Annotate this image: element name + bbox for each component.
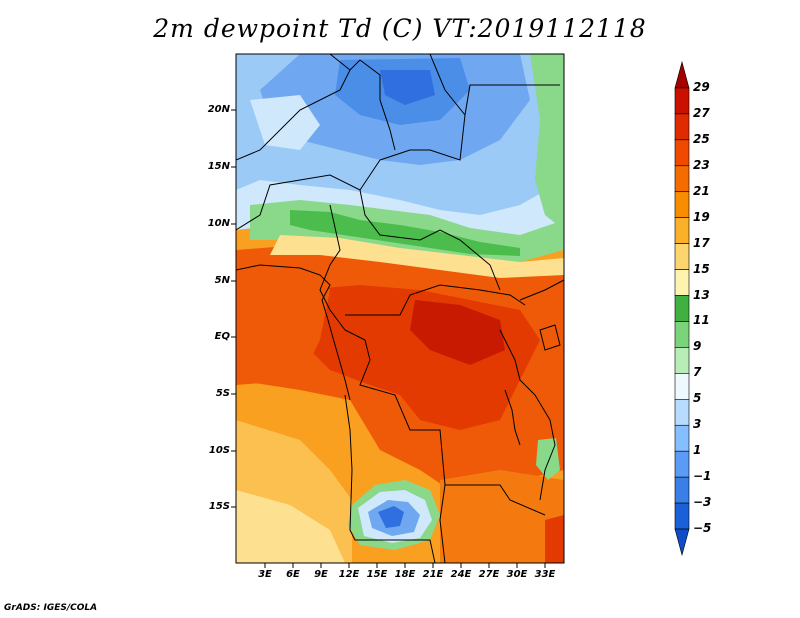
- colorbar-label: −5: [693, 521, 712, 536]
- border-12: [534, 394, 556, 501]
- lon-label-18e: 18E: [394, 569, 416, 580]
- lat-label-10n: 10N: [207, 218, 230, 229]
- lon-label-12e: 12E: [338, 569, 360, 580]
- lon-label-6e: 6E: [286, 569, 300, 580]
- lon-label-9e: 9E: [314, 569, 328, 580]
- lon-label-24e: 24E: [450, 569, 472, 580]
- colorbar-label: 13: [693, 287, 710, 302]
- border-3: [236, 69, 351, 161]
- lon-label-3e: 3E: [258, 569, 272, 580]
- colorbar-segment: [674, 450, 690, 478]
- lat-label-20n: 20N: [207, 104, 230, 115]
- border-9: [344, 394, 436, 563]
- colorbar-label: 15: [693, 261, 710, 276]
- border-11: [519, 279, 564, 301]
- field-se-25: [545, 515, 564, 563]
- colorbar-label: 19: [693, 209, 710, 224]
- colorbar-segment: [674, 191, 690, 218]
- colorbar-label: 11: [693, 313, 710, 328]
- colorbar-label: 7: [693, 365, 702, 380]
- lat-label-5n: 5N: [214, 275, 230, 286]
- field-west-23: [236, 260, 330, 385]
- colorbar-label: 23: [693, 157, 710, 172]
- coast-west: [236, 264, 351, 401]
- colorbar-segment: [674, 113, 690, 141]
- border-13: [439, 484, 446, 563]
- border-4: [429, 54, 466, 116]
- colorbar-segment: [674, 528, 690, 557]
- colorbar-label: 1: [693, 443, 702, 458]
- lat-label-15s: 15S: [208, 501, 230, 512]
- field-sw-pale: [236, 490, 345, 563]
- lat-label-eq: EQ: [214, 331, 230, 342]
- lon-label-21e: 21E: [422, 569, 444, 580]
- colorbar-label: −1: [693, 469, 712, 484]
- lon-label-27e: 27E: [478, 569, 500, 580]
- colorbar-segment: [674, 139, 690, 167]
- field-north-m3: [380, 70, 435, 105]
- border-8: [359, 339, 546, 516]
- colorbar-segment: [674, 399, 690, 426]
- colorbar-segment: [674, 424, 690, 452]
- colorbar-label: 3: [693, 417, 702, 432]
- lake-victoria: [539, 324, 561, 351]
- map-frame: [235, 53, 565, 564]
- lat-label-15n: 15N: [207, 161, 230, 172]
- lon-label-15e: 15E: [366, 569, 388, 580]
- colorbar-label: 5: [693, 391, 702, 406]
- colorbar-segment: [674, 60, 690, 89]
- colorbar-segment: [674, 321, 690, 348]
- colorbar-segment: [674, 243, 690, 270]
- border-7: [345, 284, 526, 316]
- colorbar-label: −3: [693, 495, 712, 510]
- colorbar-segment: [674, 87, 690, 115]
- border-1: [236, 84, 560, 231]
- colorbar-label: 9: [693, 339, 702, 354]
- credit-text: GrADS: IGES/COLA: [4, 603, 98, 613]
- colorbar-segment: [674, 295, 690, 322]
- field-ne-green: [530, 54, 564, 230]
- colorbar-segment: [674, 347, 690, 374]
- border-10: [499, 329, 536, 396]
- field-se-21: [440, 470, 564, 563]
- colorbar-segment: [674, 269, 690, 296]
- colorbar-segment: [674, 502, 690, 530]
- map-title: 2m dewpoint Td (C) VT:2019112118: [153, 14, 647, 43]
- colorbar-label: 25: [693, 131, 710, 146]
- lat-label-10s: 10S: [208, 445, 230, 456]
- lake-tanganyika: [504, 389, 521, 446]
- border-5: [359, 189, 501, 291]
- field-central-27: [410, 300, 505, 365]
- field-band-9: [290, 210, 520, 256]
- lat-label-5s: 5S: [215, 388, 230, 399]
- colorbar-segment: [674, 373, 690, 400]
- colorbar: [674, 60, 690, 557]
- border-6: [319, 204, 366, 341]
- colorbar-label: 27: [693, 105, 710, 120]
- colorbar-label: 21: [693, 183, 710, 198]
- colorbar-label: 17: [693, 235, 710, 250]
- colorbar-label: 29: [693, 79, 710, 94]
- colorbar-segment: [674, 476, 690, 504]
- field-south-pocket-m3: [378, 506, 404, 528]
- lon-label-33e: 33E: [534, 569, 556, 580]
- colorbar-segment: [674, 165, 690, 193]
- colorbar-segment: [674, 217, 690, 244]
- lon-label-30e: 30E: [506, 569, 528, 580]
